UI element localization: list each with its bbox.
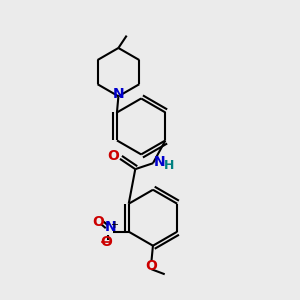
Text: O: O <box>108 149 119 163</box>
Text: O: O <box>92 215 104 229</box>
Text: O: O <box>146 259 158 273</box>
Text: N: N <box>154 155 165 169</box>
Text: O: O <box>100 235 112 249</box>
Text: N: N <box>113 87 125 101</box>
Text: N: N <box>104 220 116 234</box>
Text: H: H <box>164 159 174 172</box>
Text: +: + <box>110 220 118 230</box>
